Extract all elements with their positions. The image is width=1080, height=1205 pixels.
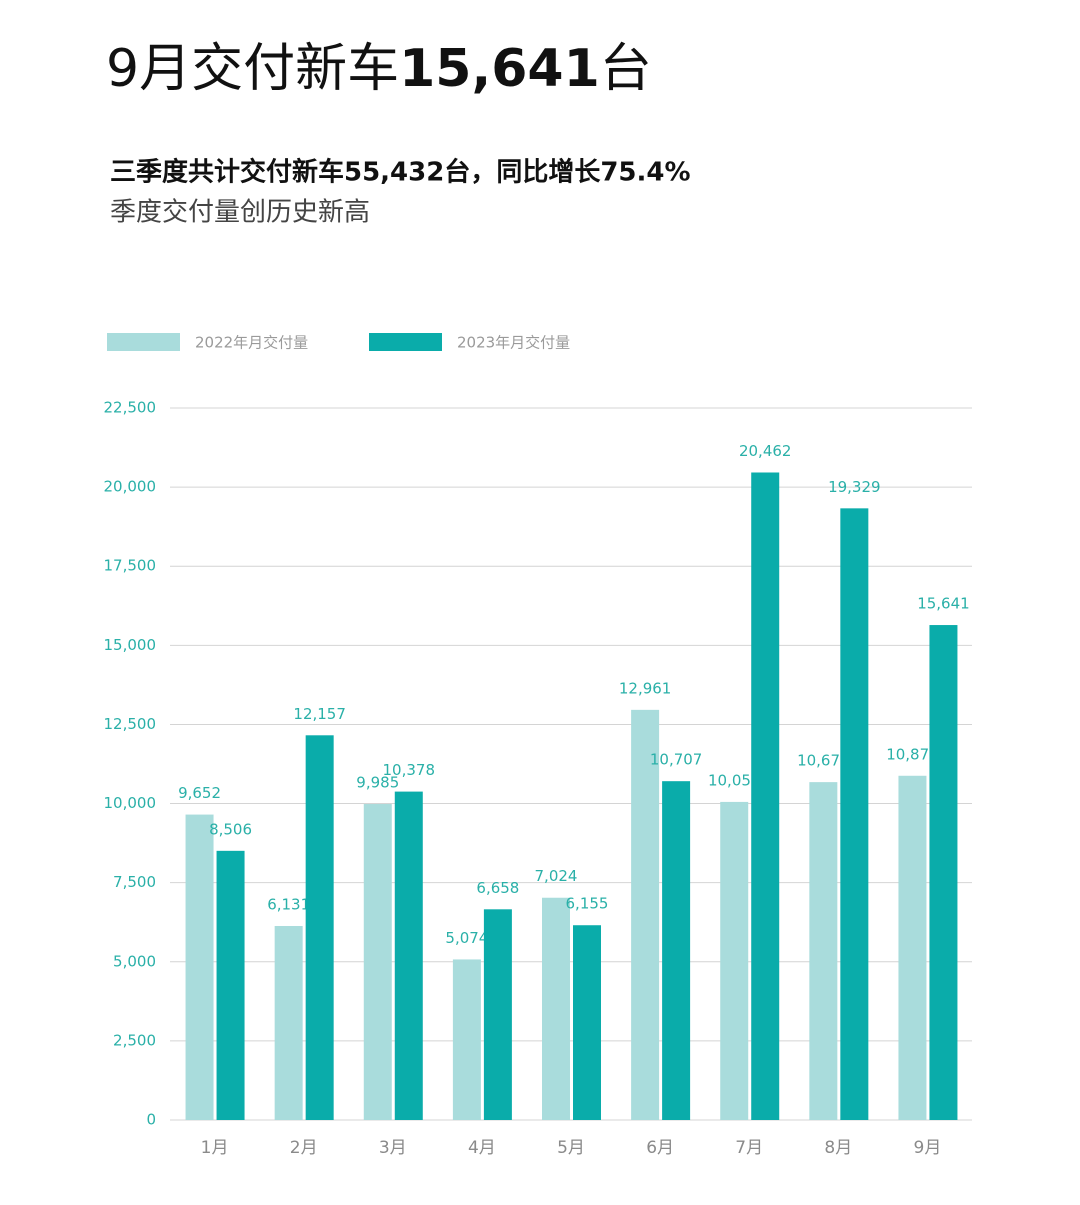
bar bbox=[751, 472, 780, 1121]
data-label: 10,052 bbox=[708, 771, 761, 789]
bar bbox=[929, 625, 958, 1120]
legend-label: 2023年月交付量 bbox=[457, 334, 570, 352]
chart-title: 9月交付新车15,641台 bbox=[106, 39, 652, 99]
x-tick-label: 5月 bbox=[557, 1138, 585, 1158]
bar bbox=[573, 925, 601, 1120]
bar bbox=[898, 775, 927, 1120]
title-part: 9月交付新车 bbox=[106, 39, 399, 99]
data-label: 12,157 bbox=[293, 705, 346, 723]
x-tick-label: 6月 bbox=[646, 1138, 674, 1158]
data-label: 10,378 bbox=[383, 761, 436, 779]
data-label: 9,652 bbox=[178, 784, 221, 802]
y-tick-label: 12,500 bbox=[104, 715, 157, 733]
bar bbox=[542, 897, 570, 1120]
bar bbox=[809, 782, 838, 1120]
y-tick-label: 17,500 bbox=[104, 557, 157, 575]
data-label: 12,961 bbox=[619, 679, 672, 697]
title-part: 台 bbox=[600, 39, 652, 99]
bar bbox=[662, 781, 691, 1120]
title-part: 15,641 bbox=[399, 39, 600, 99]
data-label: 6,658 bbox=[476, 879, 519, 897]
legend-swatch bbox=[107, 333, 180, 351]
legend-swatch bbox=[369, 333, 442, 351]
x-tick-label: 2月 bbox=[290, 1138, 318, 1158]
data-label: 7,024 bbox=[535, 867, 578, 885]
y-tick-label: 2,500 bbox=[113, 1031, 156, 1049]
data-label: 6,155 bbox=[566, 895, 609, 913]
data-label: 9,985 bbox=[356, 774, 399, 792]
bar bbox=[840, 508, 869, 1120]
bar bbox=[185, 814, 214, 1120]
legend-label: 2022年月交付量 bbox=[195, 334, 308, 352]
x-tick-label: 3月 bbox=[379, 1138, 407, 1158]
data-label: 8,506 bbox=[209, 820, 252, 838]
data-label: 5,074 bbox=[445, 929, 488, 947]
y-tick-label: 10,000 bbox=[104, 794, 157, 812]
bar bbox=[394, 791, 423, 1120]
data-label: 10,878 bbox=[886, 745, 939, 763]
y-tick-label: 15,000 bbox=[104, 636, 157, 654]
subtitle-2: 季度交付量创历史新高 bbox=[110, 198, 370, 228]
bar bbox=[274, 925, 303, 1120]
subtitle: 三季度共计交付新车55,432台，同比增长75.4% bbox=[110, 157, 691, 188]
x-tick-label: 7月 bbox=[735, 1138, 763, 1158]
data-label: 20,462 bbox=[739, 442, 792, 460]
data-label: 15,641 bbox=[917, 595, 970, 613]
data-label: 10,677 bbox=[797, 752, 850, 770]
data-label: 19,329 bbox=[828, 478, 881, 496]
x-tick-label: 9月 bbox=[914, 1138, 942, 1158]
bar bbox=[216, 850, 245, 1120]
bar bbox=[452, 959, 481, 1120]
data-label: 6,131 bbox=[267, 895, 310, 913]
y-tick-label: 20,000 bbox=[104, 478, 157, 496]
x-tick-label: 4月 bbox=[468, 1138, 496, 1158]
x-tick-label: 8月 bbox=[824, 1138, 852, 1158]
y-tick-label: 0 bbox=[146, 1111, 156, 1129]
y-tick-label: 7,500 bbox=[113, 873, 156, 891]
bar bbox=[483, 909, 512, 1120]
data-label: 10,707 bbox=[650, 751, 703, 769]
bar bbox=[363, 804, 392, 1120]
x-tick-label: 1月 bbox=[201, 1138, 229, 1158]
y-tick-label: 5,000 bbox=[113, 952, 156, 970]
y-tick-label: 22,500 bbox=[104, 399, 157, 417]
bar bbox=[631, 709, 660, 1120]
bar bbox=[720, 801, 749, 1120]
bar bbox=[305, 735, 334, 1120]
